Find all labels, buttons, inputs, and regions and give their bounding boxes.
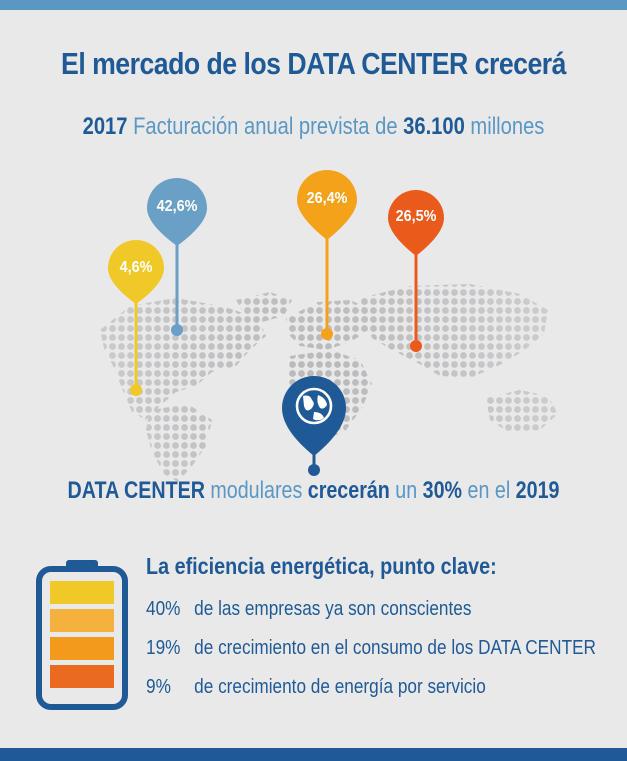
globe-icon [295, 387, 333, 425]
pin-label-4-6: 4,6% [119, 259, 153, 276]
forecast-subtitle: 2017 Facturación anual prevista de 36.10… [50, 113, 577, 141]
modular-text-part1: DATA CENTER [67, 477, 205, 504]
south-america-shape [146, 404, 212, 482]
stat-text-3: de crecimiento de energía por servicio [194, 676, 486, 698]
pin-42-6 [147, 178, 207, 336]
page-title: El mercado de los DATA CENTER crecerá [61, 46, 566, 81]
battery-cell-3 [50, 637, 114, 660]
pin-4-6 [108, 240, 164, 396]
north-america-shape [100, 298, 266, 420]
top-bar [0, 0, 627, 10]
stat-pct-3: 9% [146, 676, 171, 698]
australia-shape [486, 390, 558, 432]
europe-shape [286, 300, 372, 350]
forecast-unit: millones [470, 113, 545, 140]
battery-cell-2 [50, 609, 114, 632]
modular-text-part7: 2019 [515, 477, 560, 504]
modular-text-part6: en el [467, 477, 511, 504]
stat-row-2: 19% de crecimiento en el consumo de los D… [146, 637, 596, 660]
stat-text-2: de crecimiento en el consumo de los DATA… [194, 637, 596, 659]
stat-pct-2: 19% [146, 637, 181, 659]
efficiency-title: La eficiencia energética, punto clave: [146, 553, 497, 579]
stat-text-1: de las empresas ya son conscientes [194, 598, 472, 620]
pin-label-26-5: 26,5% [395, 208, 437, 225]
modular-text-part2: modulares [210, 477, 303, 504]
forecast-text: Facturación anual prevista de [133, 113, 398, 140]
pin-26-5 [388, 190, 444, 352]
modular-text-part3: crecerán [307, 477, 390, 504]
pin-26-4 [297, 170, 357, 340]
stat-pct-1: 40% [146, 598, 181, 620]
greenland-shape [236, 292, 292, 322]
forecast-amount: 36.100 [403, 113, 465, 140]
battery-icon [36, 560, 128, 710]
forecast-year: 2017 [82, 113, 128, 140]
modular-text-part5: 30% [422, 477, 463, 504]
bottom-bar [0, 748, 627, 761]
modular-growth-text: DATA CENTER modulares crecerán un 30% en… [56, 477, 570, 505]
asia-shape [360, 284, 548, 378]
globe-pin [282, 376, 346, 476]
stat-row-1: 40% de las empresas ya son conscientes [146, 598, 471, 621]
pin-label-42-6: 42,6% [156, 198, 198, 215]
stat-row-3: 9% de crecimiento de energía por servicio [146, 676, 486, 699]
pin-label-26-4: 26,4% [306, 190, 348, 207]
battery-cell-1 [50, 581, 114, 604]
battery-cell-4 [50, 665, 114, 688]
modular-text-part4: un [395, 477, 418, 504]
